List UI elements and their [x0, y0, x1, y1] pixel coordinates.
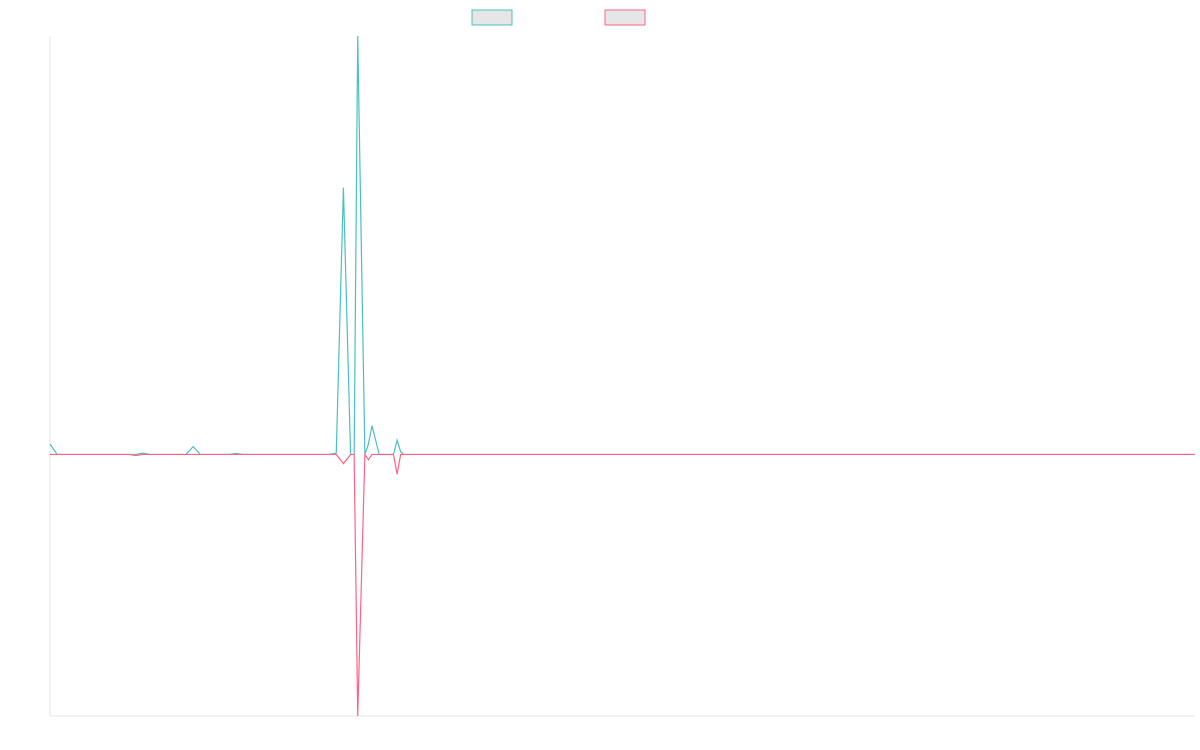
legend	[471, 9, 646, 26]
series-line-1	[50, 452, 1195, 717]
legend-swatch-0[interactable]	[471, 9, 513, 26]
axes	[49, 36, 1195, 717]
series-group	[49, 35, 1195, 717]
legend-swatch-1[interactable]	[604, 9, 646, 26]
series-line-0	[49, 35, 1195, 456]
